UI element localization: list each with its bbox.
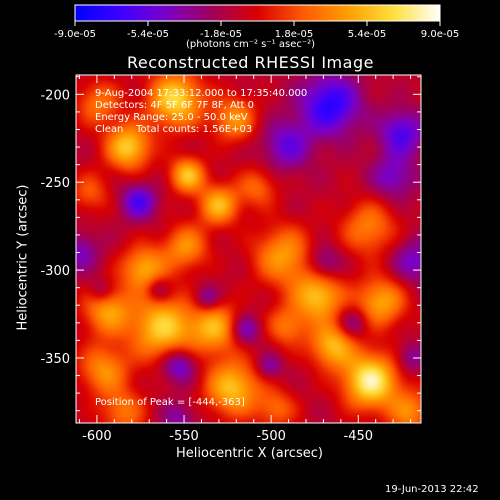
heatmap-image: [76, 75, 421, 423]
x-tick-label: -550: [169, 429, 199, 444]
axis-ticks: [76, 75, 421, 423]
colorbar-tick-label: -1.8e-05: [200, 29, 242, 40]
colorbar-tick-label: 1.8e-05: [275, 29, 313, 40]
x-axis-label: Heliocentric X (arcsec): [176, 446, 323, 461]
x-tick-label: -600: [82, 429, 112, 444]
annotation-peak: Position of Peak = [-444,-363]: [95, 397, 245, 408]
y-tick-label: -300: [40, 264, 70, 279]
colorbar-tick-label: 5.4e-05: [348, 29, 386, 40]
y-tick-label: -250: [40, 176, 70, 191]
colorbar-ticks: [74, 21, 441, 26]
axis-tick-labels: -600 -550 -500 -450 -200 -250 -300 -350: [40, 88, 373, 444]
colorbar-unit-label: (photons cm⁻² s⁻¹ asec⁻²): [186, 39, 316, 50]
annotation-energy: Energy Range: 25.0 - 50.0 keV: [95, 112, 248, 123]
colorbar-tick-label: -5.4e-05: [127, 29, 169, 40]
chart-title: Reconstructed RHESSI Image: [127, 53, 374, 72]
colorbar-tick-labels: -9.0e-05 -5.4e-05 -1.8e-05 1.8e-05 5.4e-05 9.…: [54, 29, 459, 40]
colorbar: [74, 4, 441, 22]
x-tick-label: -500: [256, 429, 286, 444]
plot-frame: [75, 74, 422, 424]
annotation-method: Clean Total counts: 1.56E+03: [95, 124, 253, 135]
y-tick-label: -200: [40, 88, 70, 103]
x-tick-label: -450: [344, 429, 374, 444]
colorbar-tick-label: -9.0e-05: [54, 29, 96, 40]
footer-timestamp: 19-Jun-2013 22:42: [385, 484, 479, 495]
y-tick-label: -350: [40, 352, 70, 367]
annotation-detectors: Detectors: 4F 5F 6F 7F 8F, Att 0: [95, 100, 255, 111]
colorbar-tick-label: 9.0e-05: [421, 29, 459, 40]
y-axis-label: Heliocentric Y (arcsec): [15, 184, 31, 331]
annotation-time: 9-Aug-2004 17:33:12.000 to 17:35:40.000: [95, 88, 308, 99]
